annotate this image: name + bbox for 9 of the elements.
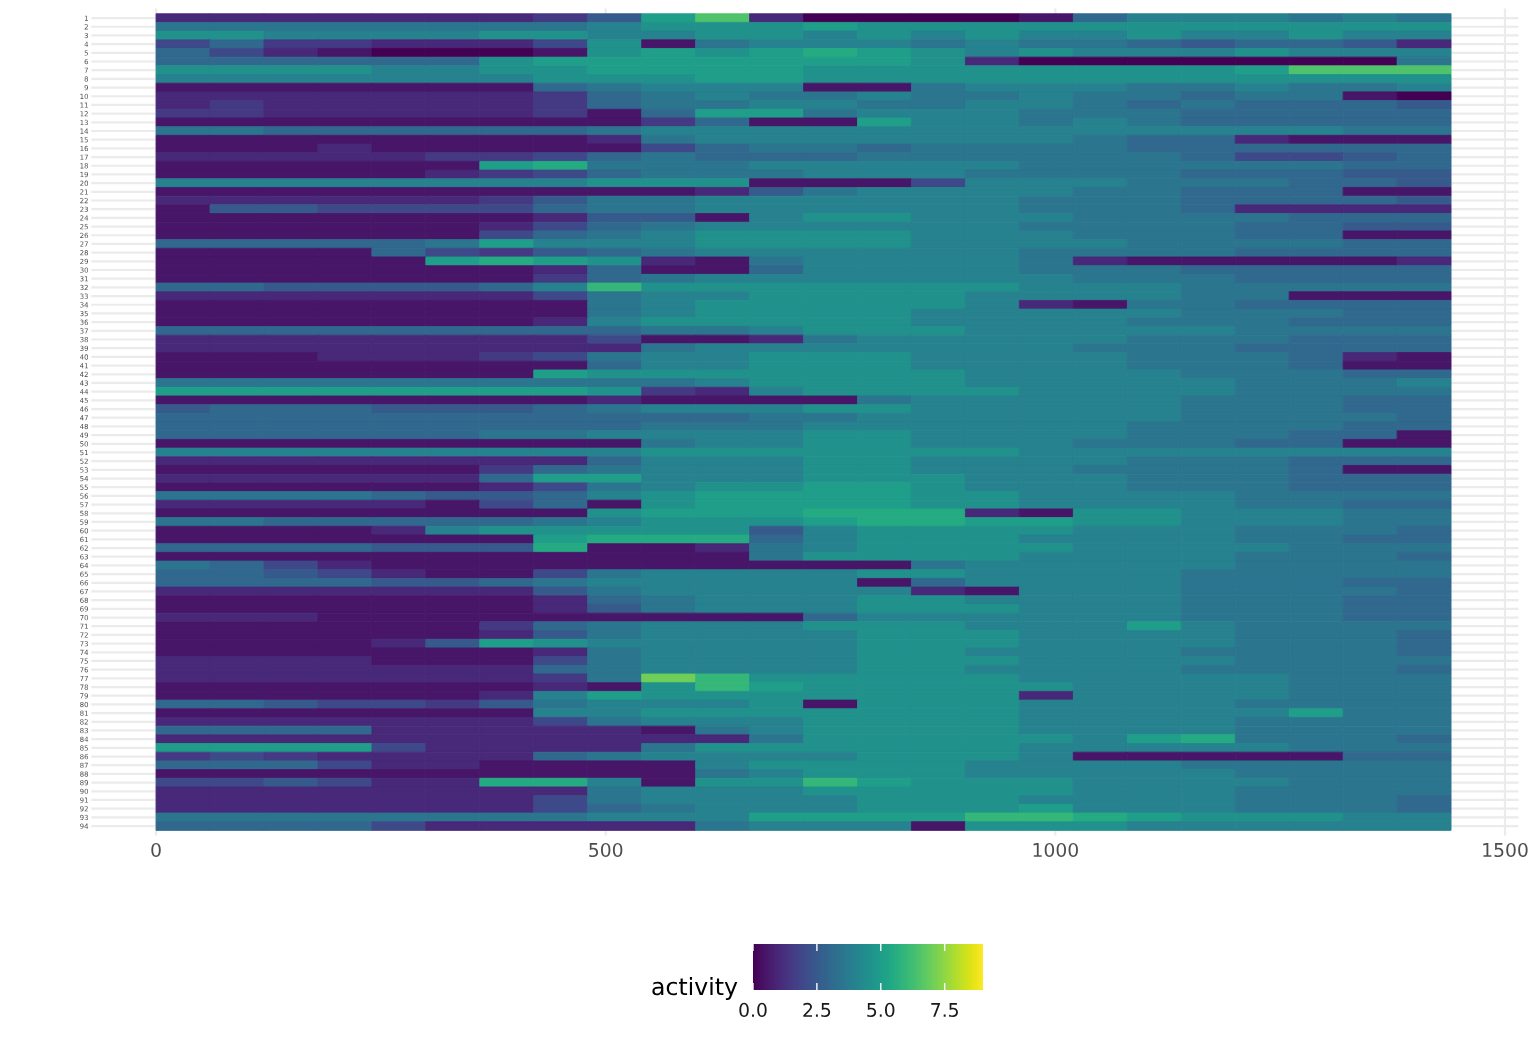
x-tick-label: 500 <box>589 842 623 858</box>
x-tick-label: 0 <box>151 842 161 858</box>
x-tick-label: 1000 <box>1033 842 1078 858</box>
color-bar-label: 5.0 <box>867 1002 895 1018</box>
x-tick-label: 1500 <box>1483 842 1528 858</box>
color-bar-title: activity <box>652 977 738 1000</box>
color-bar-label: 7.5 <box>931 1003 958 1018</box>
color-bar-label: 2.5 <box>803 1002 831 1018</box>
color-bar-label: 0.0 <box>739 1002 767 1018</box>
